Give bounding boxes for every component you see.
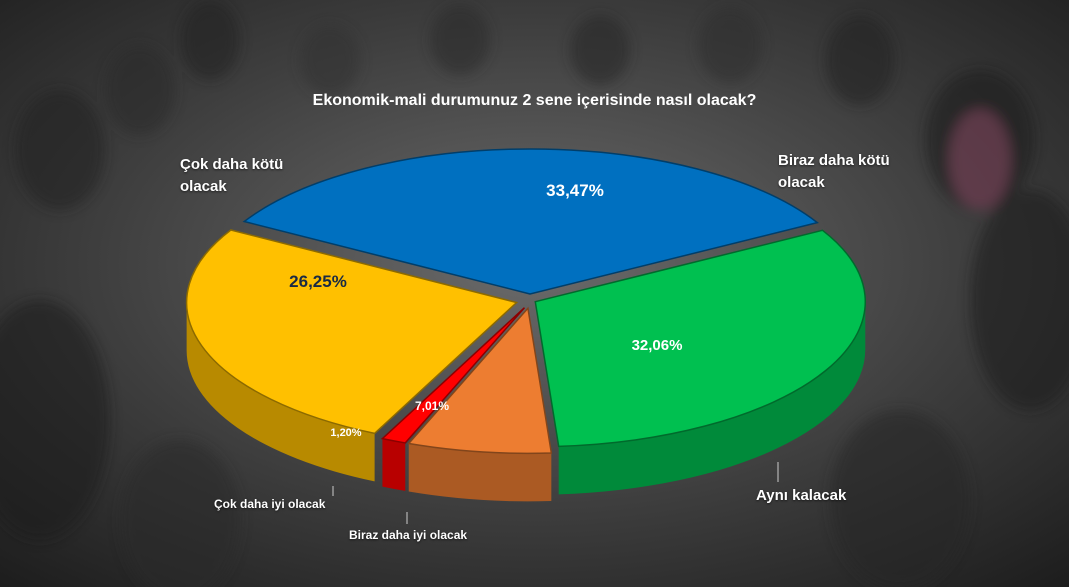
pie-slice-side-1-0 bbox=[558, 301, 866, 495]
pie-slice-1 bbox=[534, 229, 867, 448]
label-cok-daha-iyi: Çok daha iyi olacak bbox=[214, 497, 326, 511]
value-label-4: 26,25% bbox=[289, 272, 347, 291]
pie-slice-0 bbox=[242, 148, 819, 295]
label-cok-daha-kotu: Çok daha kötü olacak bbox=[180, 156, 284, 195]
value-label-0: 33,47% bbox=[546, 181, 604, 200]
label-ayni-kalacak: Aynı kalacak bbox=[756, 487, 847, 504]
pie-slice-3 bbox=[380, 307, 526, 444]
label-biraz-daha-iyi: Biraz daha iyi olacak bbox=[349, 528, 468, 542]
pie-slice-2 bbox=[407, 306, 553, 455]
chart-title: Ekonomik-mali durumunuz 2 sene içerisind… bbox=[312, 92, 757, 109]
value-label-3: 1,20% bbox=[330, 427, 361, 439]
pie-slice-side-3-0 bbox=[382, 438, 406, 491]
value-label-2: 7,01% bbox=[415, 399, 449, 413]
label-biraz-daha-kotu: Biraz daha kötü olacak bbox=[778, 152, 890, 191]
pie-slice-4 bbox=[185, 229, 519, 435]
pie-slice-side-4-0 bbox=[186, 302, 375, 482]
value-label-1: 32,06% bbox=[632, 337, 683, 354]
pie-slice-side-2-0 bbox=[408, 443, 552, 502]
